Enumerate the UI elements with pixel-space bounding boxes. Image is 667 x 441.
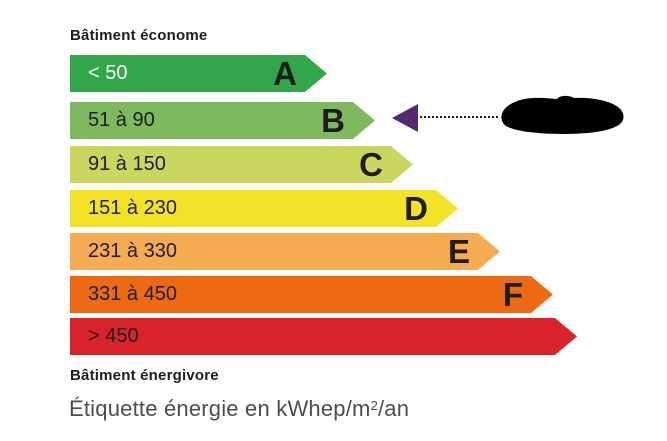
bar-range-label: > 450: [88, 325, 139, 347]
energy-bar-D: 151 à 230 D: [70, 190, 458, 227]
energy-bar-C: 91 à 150 C: [70, 146, 413, 183]
caption-suffix: /an: [378, 396, 410, 421]
rating-pointer-icon: [392, 104, 418, 132]
bar-letter: A: [273, 55, 297, 92]
bar-letter: F: [502, 276, 523, 313]
bar-letter: D: [404, 190, 428, 227]
bar-range-label: 151 à 230: [88, 197, 177, 219]
bar-range-label: 91 à 150: [88, 153, 166, 175]
energy-bar-E: 231 à 330 E: [70, 233, 500, 270]
bar-range-label: < 50: [88, 62, 128, 84]
pointer-dotted-line: [420, 116, 498, 118]
bar-letter: E: [447, 233, 470, 270]
bar-range-label: 51 à 90: [88, 109, 155, 131]
redacted-value-blob: [501, 95, 624, 134]
caption-superscript: 2: [370, 398, 378, 413]
energy-bar-G: > 450: [70, 318, 577, 355]
energy-bar-F: 331 à 450 F: [70, 276, 553, 313]
energy-guzzling-building-label: Bâtiment énergivore: [70, 367, 219, 384]
bar-range-label: 331 à 450: [88, 283, 177, 305]
energy-bar-A: < 50 A: [70, 55, 327, 92]
energy-bar-B: 51 à 90 B: [70, 102, 375, 139]
bar-range-label: 231 à 330: [88, 240, 177, 262]
economical-building-label: Bâtiment économe: [70, 27, 208, 44]
energy-label-caption: Étiquette énergie en kWhep/m2/an: [69, 396, 409, 422]
caption-prefix: Étiquette énergie en kWhep/m: [69, 396, 371, 421]
bar-letter: B: [321, 102, 345, 139]
bar-letter: C: [359, 146, 383, 183]
